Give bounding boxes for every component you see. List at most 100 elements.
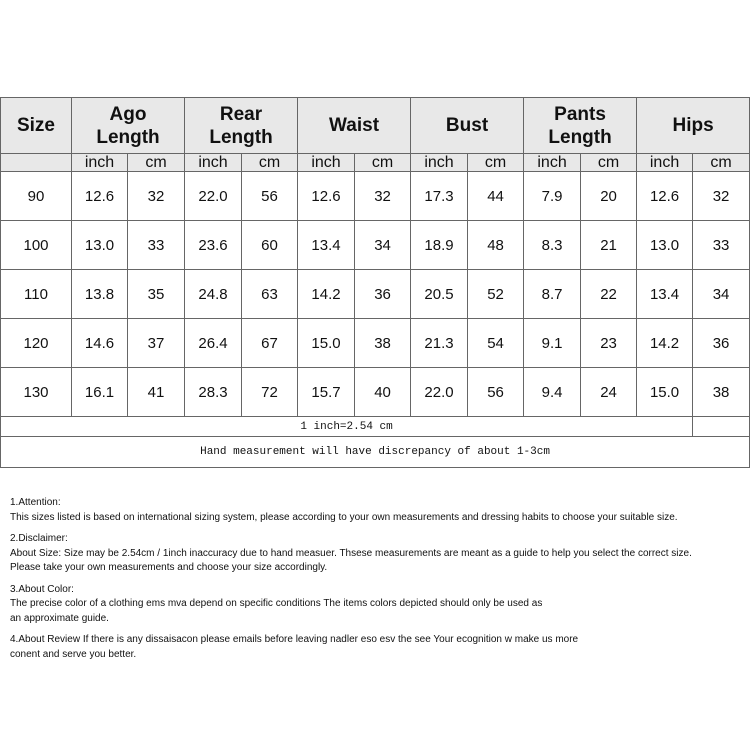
measurement-cell: 8.3 [523,220,582,270]
measurement-cell: 12.6 [297,171,356,221]
measurement-cell: 32 [126,171,186,221]
measurement-cell: 13.4 [297,220,356,270]
measurement-cell: 36 [692,318,750,368]
note-line: This sizes listed is based on internatio… [10,511,678,523]
measurement-cell: 34 [692,269,750,319]
measurement-cell: 24 [580,367,638,417]
unit-cm: cm [241,153,299,172]
measurement-cell: 22.0 [410,367,469,417]
measurement-cell: 8.7 [523,269,582,319]
measurement-cell: 44 [467,171,525,221]
header-line: Length [96,126,160,148]
measurement-cell: 67 [241,318,299,368]
note-line: Please take your own measurements and ch… [10,562,328,573]
measurement-cell: 14.2 [636,318,694,368]
note-paragraph: 3.About Color: The precise color of a clo… [10,583,750,627]
measurement-cell: 26.4 [184,318,243,368]
measurement-cell: 41 [126,367,186,417]
column-group-header: Bust [410,97,525,154]
measurement-cell: 18.9 [410,220,469,270]
column-group-header: Waist [297,97,412,154]
note-paragraph: 1.Attention: This sizes listed is based o… [10,496,750,525]
table-row: 100 13.0 33 23.6 60 13.4 34 18.9 48 8.3 21 13.0 33 [0,220,750,270]
measurement-cell: 15.0 [636,367,694,417]
measurement-cell: 21.3 [410,318,469,368]
unit-cm: cm [692,153,750,172]
measurement-cell: 13.8 [71,269,128,319]
measurement-cell: 20.5 [410,269,469,319]
size-header: Size [0,97,72,154]
measurement-cell: 32 [354,171,412,221]
measurement-cell: 40 [354,367,412,417]
header-line: Hips [672,115,714,136]
table-row: 130 16.1 41 28.3 72 15.7 40 22.0 56 9.4 24 15.0 38 [0,367,750,417]
note-row: Hand measurement will have discrepancy o… [0,436,750,468]
blank-cell [692,416,750,437]
header-line: Rear [219,103,263,125]
conversion-text: 1 inch=2.54 cm [0,416,694,437]
unit-cm: cm [467,153,525,172]
size-cell: 90 [0,171,72,221]
measurement-cell: 22.0 [184,171,243,221]
note-title: 2.Disclaimer: [10,533,68,544]
notes-section: 1.Attention: This sizes listed is based o… [10,496,750,669]
table-row: 90 12.6 32 22.0 56 12.6 32 17.3 44 7.9 20 12.6 32 [0,171,750,221]
note-line: conent and serve you better. [10,648,137,660]
conversion-row: 1 inch=2.54 cm [0,416,750,437]
measurement-note: Hand measurement will have discrepancy o… [0,436,750,468]
measurement-cell: 15.0 [297,318,356,368]
header-line: Length [209,126,273,148]
measurement-cell: 56 [241,171,299,221]
column-group-header: Hips [636,97,750,154]
measurement-cell: 36 [354,269,412,319]
measurement-cell: 56 [467,367,525,417]
size-cell: 120 [0,318,72,368]
measurement-cell: 12.6 [636,171,694,221]
size-chart-table: Size Ago Length Rear Length Waist Bust Pants Len… [0,97,750,468]
measurement-cell: 17.3 [410,171,469,221]
unit-inch: inch [523,153,582,172]
header-line: Bust [445,115,489,136]
unit-inch: inch [410,153,469,172]
header-line: Ago [109,103,147,125]
measurement-cell: 13.0 [71,220,128,270]
measurement-cell: 12.6 [71,171,128,221]
measurement-cell: 28.3 [184,367,243,417]
measurement-cell: 38 [354,318,412,368]
unit-cm: cm [126,153,186,172]
unit-inch: inch [184,153,243,172]
measurement-cell: 14.2 [297,269,356,319]
measurement-cell: 13.4 [636,269,694,319]
size-cell: 130 [0,367,72,417]
size-cell: 100 [0,220,72,270]
measurement-cell: 32 [692,171,750,221]
measurement-cell: 9.1 [523,318,582,368]
header-line: Waist [329,115,380,136]
column-group-header: Rear Length [184,97,299,154]
measurement-cell: 37 [126,318,186,368]
unit-inch: inch [71,153,128,172]
measurement-cell: 60 [241,220,299,270]
unit-row: inch cm inch cm inch cm inch cm inch cm inch cm [0,153,750,172]
size-cell: 110 [0,269,72,319]
measurement-cell: 35 [126,269,186,319]
measurement-cell: 22 [580,269,638,319]
note-line: 4.About Review If there is any dissaisac… [10,634,579,645]
measurement-cell: 33 [126,220,186,270]
measurement-cell: 52 [467,269,525,319]
unit-inch: inch [297,153,356,172]
measurement-cell: 38 [692,367,750,417]
measurement-cell: 13.0 [636,220,694,270]
measurement-cell: 16.1 [71,367,128,417]
note-paragraph: 2.Disclaimer: About Size: Size may be 2.5… [10,532,750,576]
unit-cm: cm [580,153,638,172]
measurement-cell: 54 [467,318,525,368]
unit-inch: inch [636,153,694,172]
note-paragraph: 4.About Review If there is any dissaisac… [10,633,750,662]
note-line: an approximate guide. [10,612,109,624]
measurement-cell: 9.4 [523,367,582,417]
measurement-cell: 48 [467,220,525,270]
measurement-cell: 72 [241,367,299,417]
unit-cm: cm [354,153,412,172]
measurement-cell: 24.8 [184,269,243,319]
